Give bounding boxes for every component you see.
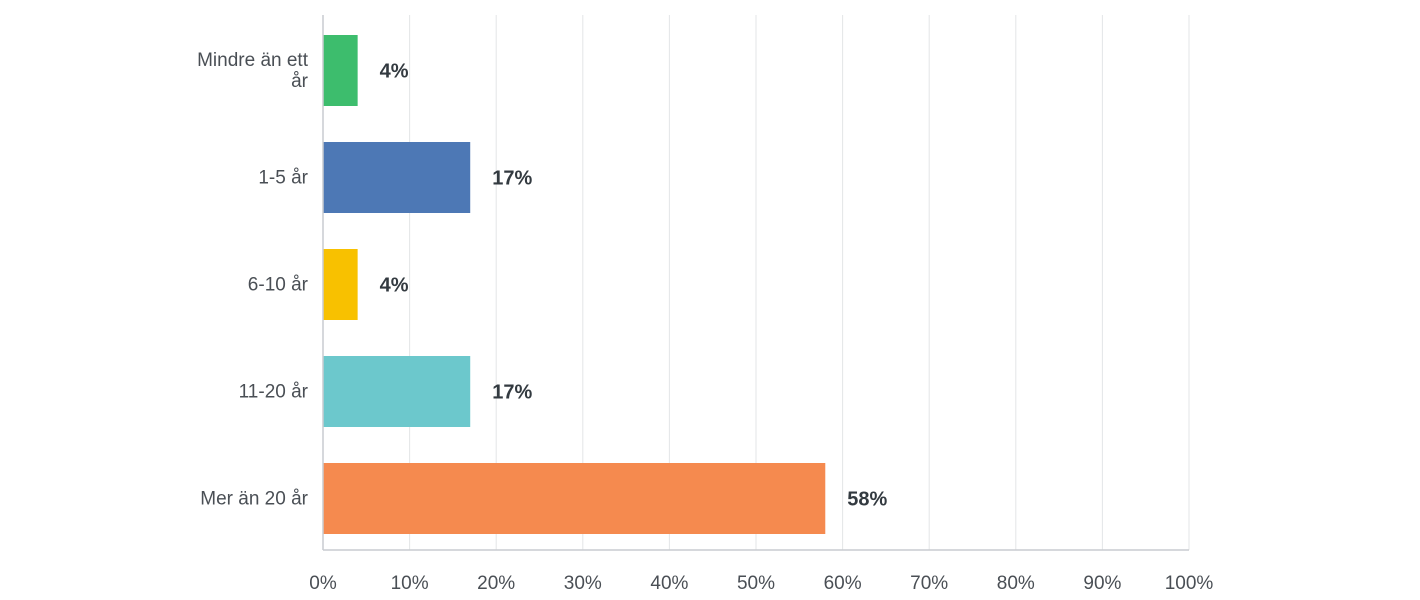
category-label: 11-20 år <box>239 382 309 403</box>
bar-value-label: 4% <box>380 275 409 297</box>
bar-value-label: 4% <box>380 61 409 83</box>
x-tick-label: 30% <box>564 573 602 594</box>
bar-value-label: 17% <box>492 382 532 404</box>
bar-value-label: 17% <box>492 168 532 190</box>
bar-value-label: 58% <box>847 489 887 511</box>
category-label: Mindre än ett år <box>197 50 309 92</box>
category-label-line: 6-10 år <box>248 275 309 296</box>
bar-4 <box>323 356 471 427</box>
category-label-line: 1-5 år <box>258 168 308 189</box>
bar-5 <box>323 463 826 534</box>
category-label: 6-10 år <box>248 275 309 296</box>
axes <box>322 15 1189 551</box>
x-tick-label: 40% <box>650 573 688 594</box>
category-label-line: Mer än 20 år <box>200 489 308 510</box>
x-tick-label: 20% <box>477 573 515 594</box>
x-tick-label: 0% <box>309 573 337 594</box>
category-label: 1-5 år <box>258 168 308 189</box>
x-tick-label: 70% <box>910 573 948 594</box>
bar-3 <box>323 249 358 320</box>
category-label-line: 11-20 år <box>239 382 309 403</box>
x-tick-label: 80% <box>997 573 1035 594</box>
x-tick-label: 50% <box>737 573 775 594</box>
gridlines <box>409 15 1190 550</box>
bar-2 <box>323 142 471 213</box>
x-tick-label: 60% <box>824 573 862 594</box>
labels: 0% 10% 20% 30% 40% 50% 60% 70% 80% 90% 100% 4% Mindr… <box>197 50 1213 594</box>
category-label-line: år <box>291 71 309 92</box>
x-tick-label: 90% <box>1083 573 1121 594</box>
bar-1 <box>323 35 358 106</box>
x-tick-label: 100% <box>1165 573 1214 594</box>
category-label-line: Mindre än ett <box>197 50 309 71</box>
category-label: Mer än 20 år <box>200 489 308 510</box>
bars <box>323 35 826 534</box>
x-tick-label: 10% <box>391 573 429 594</box>
